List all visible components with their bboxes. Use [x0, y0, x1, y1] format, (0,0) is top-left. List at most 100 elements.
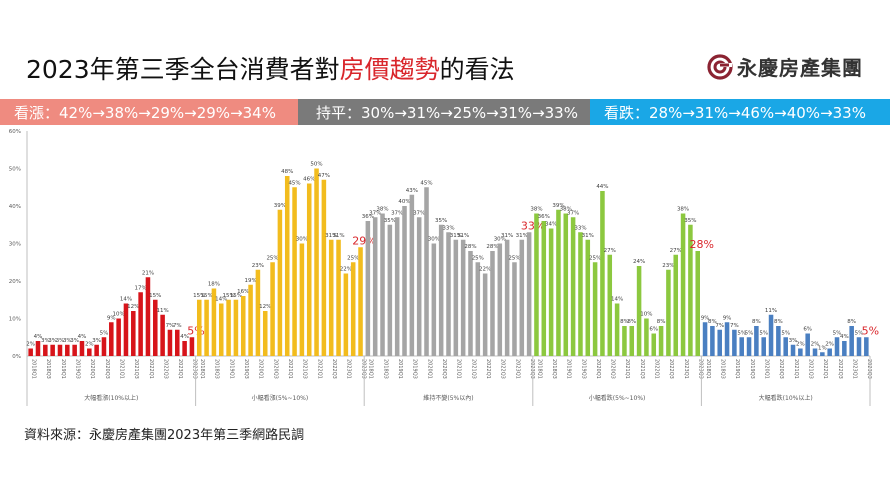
- bar: [541, 221, 547, 356]
- data-label: 5%: [781, 330, 790, 336]
- data-label: 15%: [200, 293, 212, 299]
- bar: [717, 329, 722, 356]
- data-label: 9%: [107, 315, 116, 321]
- bar: [299, 243, 305, 356]
- banner-rise: 看漲：42%→38%→29%→29%→34%: [0, 99, 298, 125]
- bar: [65, 344, 70, 356]
- data-label: 44%: [596, 184, 608, 190]
- data-label: 8%: [627, 319, 636, 325]
- x-tick-label: 2021Q1: [456, 359, 462, 379]
- x-tick-label: 2023Q3: [698, 359, 704, 379]
- data-label: 3%: [41, 338, 50, 344]
- data-label: 24%: [633, 259, 645, 265]
- data-label: 15%: [193, 293, 205, 299]
- bar: [776, 326, 781, 356]
- data-label: 35%: [435, 218, 447, 224]
- bar: [842, 341, 847, 356]
- bar: [710, 326, 715, 356]
- x-tick-label: 2019Q3: [74, 359, 80, 379]
- data-label: 25%: [508, 255, 520, 261]
- bar: [160, 314, 165, 356]
- y-tick-label: 20%: [9, 279, 21, 285]
- group-label: 小幅看漲(5%~10%): [252, 394, 309, 402]
- bar: [314, 168, 319, 356]
- bar: [394, 217, 400, 356]
- bar: [416, 217, 422, 356]
- bar: [167, 329, 173, 356]
- data-label: 25%: [347, 255, 359, 261]
- bar: [43, 344, 48, 356]
- data-label: 6%: [803, 327, 812, 333]
- bar: [827, 348, 832, 356]
- data-label: 22%: [479, 267, 491, 273]
- bar: [438, 224, 444, 356]
- bar: [548, 228, 554, 356]
- x-tick-label: 2021Q3: [807, 359, 813, 379]
- bar: [189, 337, 195, 356]
- data-label: 40%: [398, 199, 410, 205]
- bar: [702, 322, 708, 356]
- x-tick-label: 2020Q3: [272, 359, 278, 379]
- data-label: 7%: [166, 323, 175, 329]
- bar: [116, 318, 121, 356]
- bar: [695, 251, 700, 356]
- x-tick-label: 2023Q1: [346, 359, 352, 379]
- bar: [526, 232, 532, 356]
- bar: [306, 183, 312, 356]
- bar: [754, 326, 759, 356]
- data-label: 10%: [640, 312, 652, 318]
- data-label: 21%: [142, 270, 154, 276]
- data-label: 11%: [156, 308, 168, 314]
- bar: [123, 303, 129, 356]
- x-tick-label: 2022Q3: [500, 359, 506, 379]
- data-label: 3%: [789, 338, 798, 344]
- data-label: 5%: [759, 330, 768, 336]
- bar: [768, 314, 774, 356]
- data-label: 15%: [222, 293, 234, 299]
- bar: [109, 322, 114, 356]
- x-tick-label: 2022Q3: [162, 359, 168, 379]
- bar: [761, 337, 766, 356]
- x-tick-label: 2021Q1: [287, 359, 293, 379]
- bar: [563, 213, 569, 356]
- data-label: 25%: [266, 255, 278, 261]
- data-label: 50%: [310, 162, 322, 168]
- bar: [79, 341, 85, 356]
- bar: [592, 262, 598, 356]
- data-label: 18%: [208, 282, 220, 288]
- x-tick-label: 2021Q3: [133, 359, 139, 379]
- bar: [270, 262, 275, 356]
- group-label: 大幅看漲(10%以上): [84, 394, 138, 402]
- bar: [680, 213, 686, 356]
- data-label: 2%: [825, 342, 834, 348]
- title-prefix: 2023年第三季全台消費者對: [26, 55, 340, 84]
- data-label: 31%: [501, 233, 513, 239]
- bar: [292, 187, 297, 356]
- data-label: 31%: [332, 233, 344, 239]
- data-label: 17%: [135, 285, 147, 291]
- x-tick-label: 2019Q1: [734, 359, 740, 379]
- data-label: 2%: [796, 342, 805, 348]
- y-tick-label: 60%: [9, 129, 21, 135]
- bar: [534, 213, 539, 356]
- data-label: 4%: [840, 334, 849, 340]
- y-tick-label: 50%: [9, 167, 21, 173]
- data-label: 30%: [428, 237, 440, 243]
- x-tick-label: 2020Q3: [778, 359, 784, 379]
- x-tick-label: 2018Q3: [551, 359, 557, 379]
- data-label: 23%: [252, 263, 264, 269]
- bar: [358, 247, 363, 356]
- data-label: 46%: [303, 177, 315, 183]
- data-label: 23%: [662, 263, 674, 269]
- group-label: 維持不變(5%以內): [423, 394, 473, 402]
- bar: [622, 326, 627, 356]
- data-label: 7%: [715, 323, 724, 329]
- bar: [468, 251, 473, 356]
- x-tick-label: 2018Q3: [45, 359, 51, 379]
- x-tick-label: 2023Q1: [177, 359, 183, 379]
- x-tick-label: 2019Q3: [580, 359, 586, 379]
- data-label: 9%: [701, 315, 710, 321]
- bar: [446, 232, 451, 356]
- data-label: 14%: [611, 297, 623, 303]
- x-tick-label: 2020Q1: [258, 359, 264, 379]
